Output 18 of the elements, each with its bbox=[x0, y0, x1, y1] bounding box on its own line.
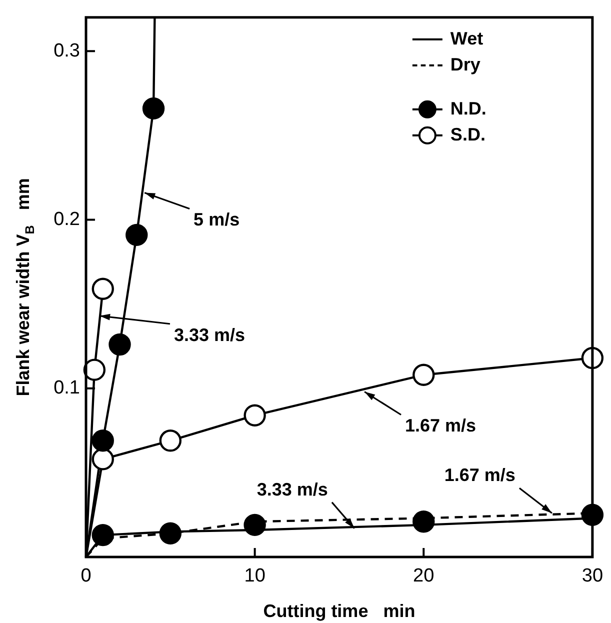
legend-label: S.D. bbox=[450, 124, 486, 144]
annotation: 5 m/s bbox=[194, 210, 240, 230]
annotation: 3.33 m/s bbox=[256, 479, 328, 500]
x-tick-label: 0 bbox=[80, 566, 92, 587]
y-tick-label: 0.3 bbox=[54, 40, 80, 62]
legend-label: Wet bbox=[450, 28, 484, 48]
y-tick-label: 0.2 bbox=[54, 208, 80, 230]
annotation: 3.33 m/s bbox=[174, 324, 246, 345]
annotation: 1.67 m/s bbox=[444, 465, 516, 486]
x-axis-title: Cutting time min bbox=[263, 601, 416, 622]
x-tick-label: 20 bbox=[413, 566, 434, 587]
x-tick-label: 30 bbox=[582, 566, 604, 587]
legend-label: Dry bbox=[450, 54, 480, 74]
annotation: 1.67 m/s bbox=[405, 416, 476, 436]
legend-label: N.D. bbox=[450, 98, 486, 118]
x-tick-label: 10 bbox=[244, 566, 266, 587]
y-axis-title: Flank wear width VB mm bbox=[12, 178, 37, 396]
y-tick-label: 0.1 bbox=[54, 378, 80, 399]
